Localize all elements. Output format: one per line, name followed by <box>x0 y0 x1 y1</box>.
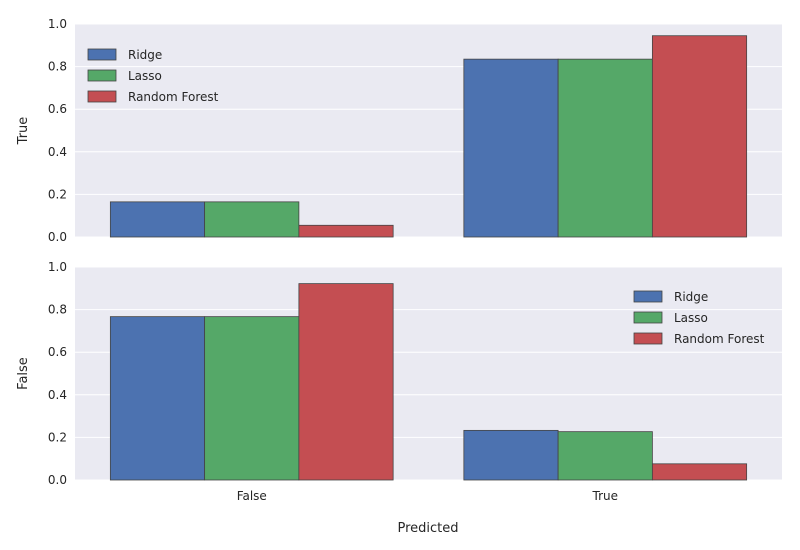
legend-swatch <box>633 332 663 345</box>
legend-label: Lasso <box>674 311 708 325</box>
bar-ridge-true <box>463 429 559 481</box>
x-tick-label: True <box>592 489 619 503</box>
legend-label: Ridge <box>128 48 162 62</box>
bottom-panel: 0.0 0.2 0.4 0.6 0.8 1.0 False False True Ridge Las… <box>16 260 782 503</box>
legend-swatch <box>87 69 117 82</box>
bar-ridge-false <box>109 316 206 481</box>
legend-label: Random Forest <box>128 90 219 104</box>
top-panel: 0.0 0.2 0.4 0.6 0.8 1.0 True Ridge Lasso Random F… <box>16 17 782 244</box>
y-tick-label: 0.2 <box>48 430 67 444</box>
bar-random-forest-false <box>298 224 394 238</box>
legend-swatch <box>87 90 117 103</box>
legend-label: Ridge <box>674 290 708 304</box>
legend-swatch <box>633 311 663 324</box>
legend-label: Random Forest <box>674 332 765 346</box>
legend-swatch <box>633 290 663 303</box>
bar-lasso-true <box>557 58 653 238</box>
bar-random-forest-true <box>651 463 748 481</box>
bar-random-forest-false <box>298 283 394 481</box>
x-axis-label: Predicted <box>397 521 458 536</box>
bar-lasso-false <box>204 201 300 238</box>
y-tick-label: 0.8 <box>48 60 67 74</box>
y-tick-label: 0.0 <box>48 230 67 244</box>
y-tick-label: 0.2 <box>48 187 67 201</box>
bar-ridge-false <box>109 201 206 238</box>
bar-random-forest-true <box>651 35 748 238</box>
y-axis-label: False <box>16 357 31 390</box>
bar-lasso-false <box>204 316 300 481</box>
y-tick-label: 0.6 <box>48 102 67 116</box>
y-tick-label: 0.0 <box>48 473 67 487</box>
y-tick-label: 0.8 <box>48 303 67 317</box>
y-tick-label: 0.4 <box>48 388 67 402</box>
y-tick-label: 1.0 <box>48 260 67 274</box>
bar-lasso-true <box>557 431 653 481</box>
y-tick-label: 0.4 <box>48 145 67 159</box>
y-tick-label: 0.6 <box>48 345 67 359</box>
y-tick-label: 1.0 <box>48 17 67 31</box>
legend: Ridge Lasso Random Forest <box>87 48 219 104</box>
legend-swatch <box>87 48 117 61</box>
legend: Ridge Lasso Random Forest <box>633 290 765 346</box>
x-tick-label: False <box>237 489 267 503</box>
bar-ridge-true <box>463 58 559 238</box>
y-axis-label: True <box>16 117 31 146</box>
legend-label: Lasso <box>128 69 162 83</box>
